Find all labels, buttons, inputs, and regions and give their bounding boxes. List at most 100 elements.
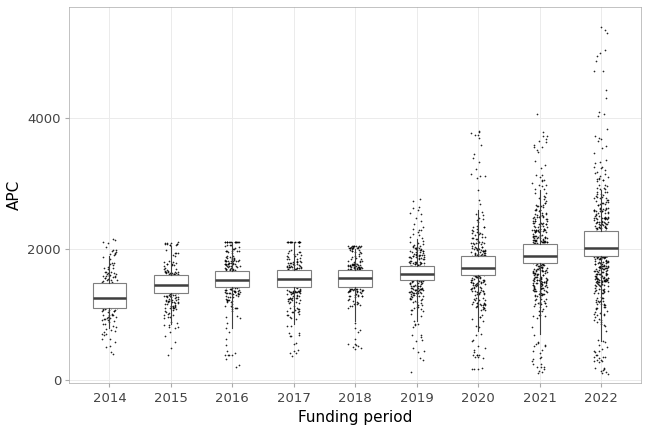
- Point: [228, 284, 238, 291]
- Point: [103, 270, 113, 277]
- Point: [105, 343, 115, 349]
- Point: [163, 277, 173, 284]
- Point: [164, 279, 174, 286]
- Point: [473, 275, 483, 282]
- Point: [599, 230, 610, 237]
- Point: [349, 301, 359, 308]
- Point: [594, 359, 604, 366]
- Point: [480, 253, 490, 260]
- Point: [471, 272, 481, 279]
- Point: [599, 276, 609, 283]
- Point: [406, 271, 416, 278]
- Point: [527, 236, 538, 243]
- Point: [468, 298, 478, 305]
- Point: [415, 355, 426, 362]
- Point: [220, 282, 230, 289]
- Point: [418, 265, 428, 272]
- Point: [353, 287, 363, 294]
- Point: [228, 266, 238, 273]
- Point: [478, 223, 489, 230]
- Point: [477, 255, 487, 262]
- Point: [601, 251, 611, 258]
- Point: [602, 29, 612, 36]
- Point: [540, 226, 550, 233]
- Point: [599, 238, 609, 245]
- Point: [226, 286, 237, 292]
- Point: [230, 282, 240, 289]
- Point: [343, 292, 354, 299]
- Point: [598, 337, 608, 344]
- Point: [346, 270, 356, 277]
- Point: [531, 249, 542, 256]
- Point: [594, 224, 604, 231]
- Point: [531, 267, 542, 274]
- Point: [110, 295, 121, 302]
- Point: [538, 226, 549, 233]
- Point: [285, 305, 295, 312]
- Point: [404, 280, 415, 287]
- Point: [480, 266, 491, 273]
- Point: [411, 244, 421, 251]
- Point: [283, 256, 294, 263]
- Point: [98, 303, 109, 310]
- Point: [227, 261, 238, 268]
- Point: [538, 204, 548, 211]
- Point: [408, 253, 418, 260]
- Point: [480, 247, 490, 254]
- Point: [283, 297, 294, 304]
- Point: [472, 272, 482, 279]
- Point: [233, 277, 243, 284]
- Point: [598, 289, 608, 296]
- Point: [470, 262, 480, 269]
- Point: [294, 261, 305, 268]
- Point: [229, 285, 240, 292]
- Point: [347, 248, 357, 255]
- Point: [473, 237, 483, 244]
- Point: [224, 283, 234, 290]
- Point: [160, 272, 170, 279]
- Point: [531, 287, 542, 294]
- Point: [286, 308, 297, 315]
- Point: [105, 336, 115, 343]
- Point: [110, 307, 121, 314]
- Point: [538, 236, 549, 243]
- Point: [418, 292, 428, 299]
- Point: [356, 264, 366, 271]
- Point: [295, 285, 306, 292]
- Point: [414, 253, 424, 260]
- Point: [412, 246, 422, 253]
- Point: [413, 254, 424, 261]
- Point: [532, 276, 542, 283]
- Point: [594, 221, 604, 228]
- Point: [227, 277, 237, 284]
- Point: [417, 302, 427, 309]
- Point: [534, 290, 544, 297]
- Point: [470, 245, 481, 251]
- Point: [478, 216, 488, 223]
- Point: [411, 292, 422, 299]
- Point: [290, 277, 300, 284]
- Point: [233, 290, 244, 297]
- Point: [222, 260, 233, 267]
- Point: [538, 239, 549, 246]
- Point: [408, 267, 418, 274]
- Point: [529, 242, 540, 249]
- Point: [529, 301, 540, 308]
- Point: [470, 250, 480, 257]
- Point: [598, 177, 608, 184]
- Point: [411, 267, 422, 274]
- Point: [539, 226, 550, 232]
- Point: [531, 172, 542, 179]
- Point: [598, 249, 608, 256]
- Point: [161, 279, 172, 286]
- Point: [601, 199, 611, 206]
- Point: [590, 210, 601, 217]
- Point: [104, 299, 114, 305]
- Point: [535, 258, 545, 265]
- Point: [161, 308, 172, 315]
- Point: [531, 296, 541, 303]
- Point: [479, 305, 489, 311]
- Point: [470, 266, 481, 273]
- Point: [417, 284, 427, 291]
- Point: [227, 282, 237, 289]
